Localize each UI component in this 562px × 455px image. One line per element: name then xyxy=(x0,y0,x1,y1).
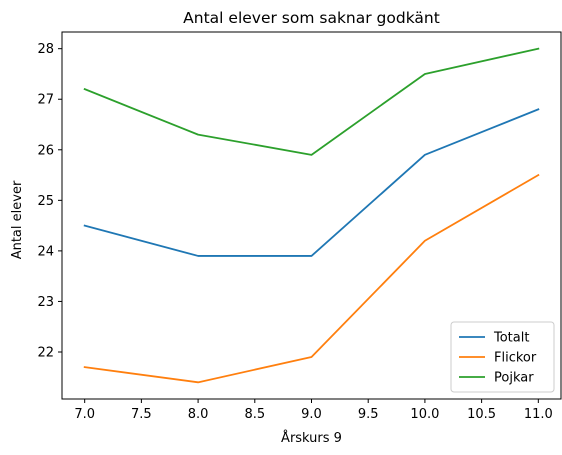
y-tick-label: 23 xyxy=(37,295,54,310)
x-tick-label: 11.0 xyxy=(524,407,553,422)
legend-label: Totalt xyxy=(493,331,529,346)
y-tick-label: 27 xyxy=(37,93,54,108)
y-axis-label: Antal elever xyxy=(10,180,25,259)
x-axis-label: Årskurs 9 xyxy=(281,430,342,446)
y-tick-label: 28 xyxy=(37,42,54,57)
legend-box xyxy=(450,321,555,393)
legend-label: Flickor xyxy=(494,351,537,366)
y-tick-label: 26 xyxy=(37,143,54,158)
x-tick-label: 7.5 xyxy=(131,407,152,422)
y-tick-label: 22 xyxy=(37,345,54,360)
y-tick-label: 25 xyxy=(37,194,54,209)
series-line-pojkar xyxy=(83,47,540,156)
series-line-flickor xyxy=(83,173,540,384)
chart-title: Antal elever som saknar godkänt xyxy=(183,9,440,27)
x-tick-label: 8.5 xyxy=(244,407,265,422)
x-axis: 7.0 7.5 8.0 8.5 9.0 9.5 10.0 10.5 11.0 xyxy=(74,399,553,422)
y-tick-label: 24 xyxy=(37,244,54,259)
x-tick-label: 8.0 xyxy=(188,407,209,422)
x-tick-label: 7.0 xyxy=(74,407,95,422)
x-tick-label: 10.0 xyxy=(410,407,439,422)
y-axis: 22 23 24 25 26 27 28 xyxy=(37,42,62,360)
series-line-totalt xyxy=(83,108,540,257)
x-tick-label: 10.5 xyxy=(467,407,496,422)
x-tick-label: 9.5 xyxy=(358,407,379,422)
legend-label: Pojkar xyxy=(494,371,534,386)
series-layer xyxy=(83,47,540,384)
x-tick-label: 9.0 xyxy=(301,407,322,422)
legend: Totalt Flickor Pojkar xyxy=(450,321,555,393)
